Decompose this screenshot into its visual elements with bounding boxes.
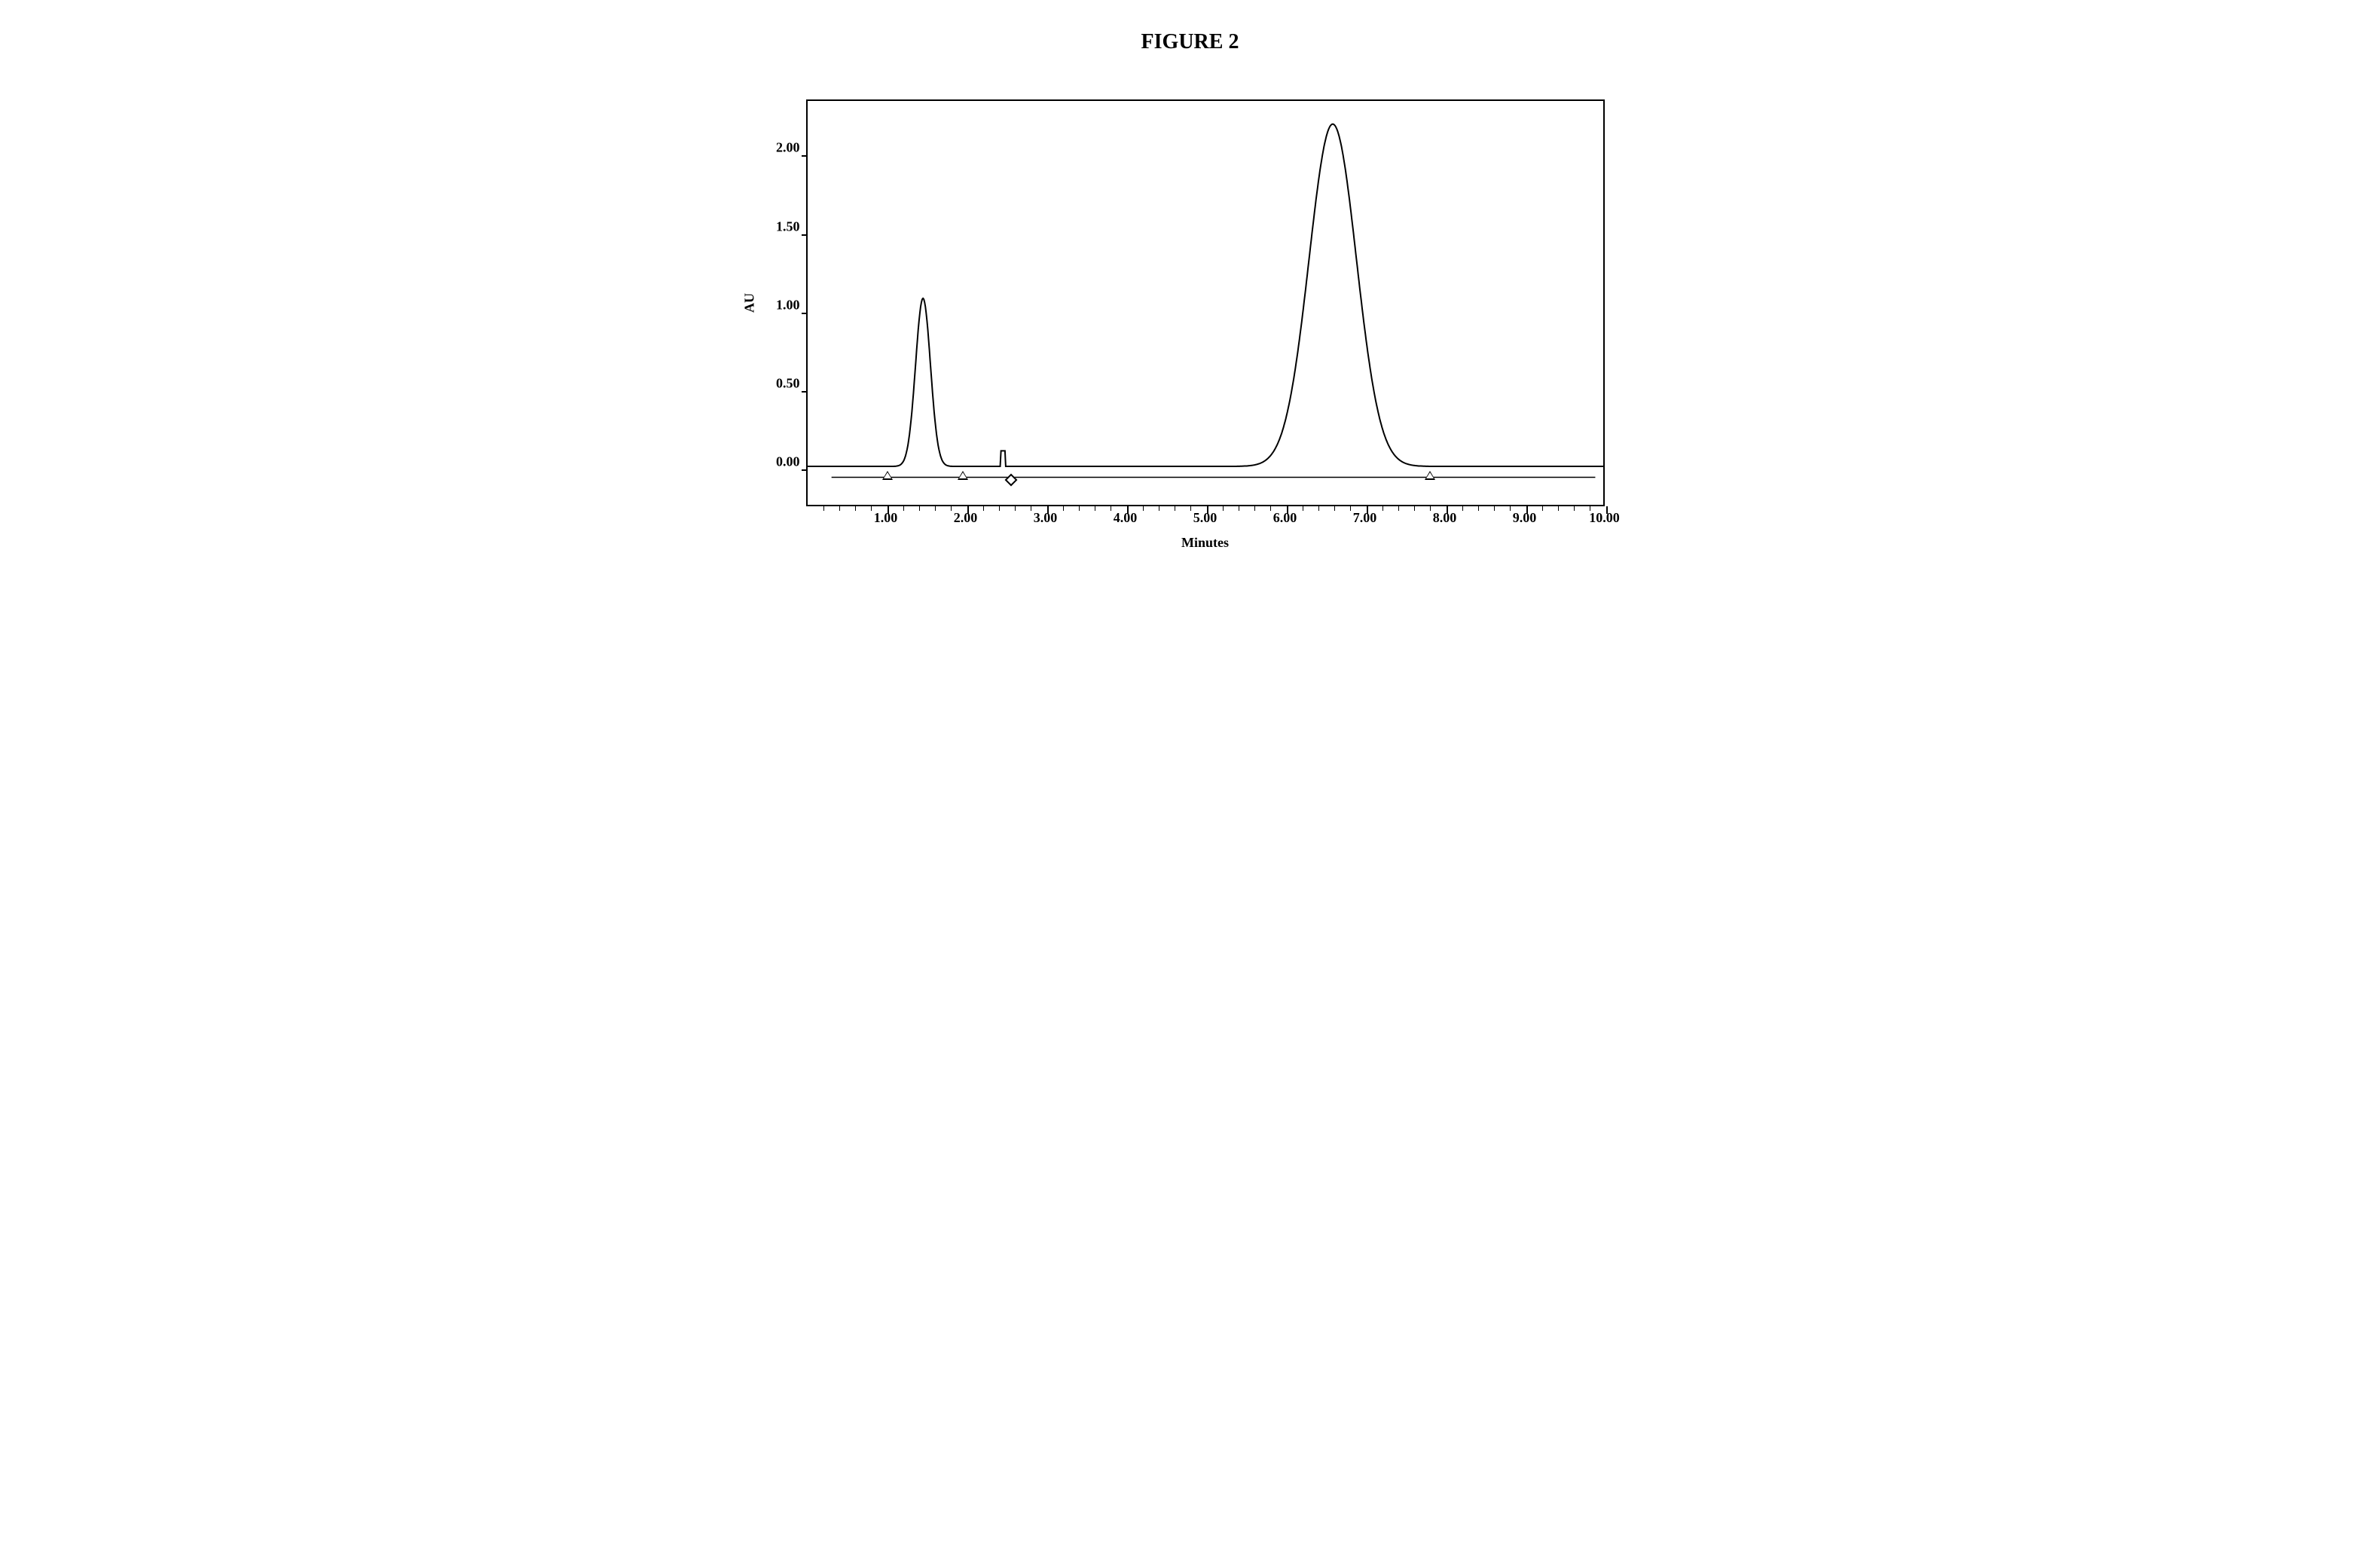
- triangle-marker: [1425, 471, 1435, 480]
- x-tick-label: 1.00: [874, 510, 898, 526]
- x-tick-label: 7.00: [1353, 510, 1377, 526]
- x-tick-label: 10.00: [1589, 510, 1620, 526]
- x-tick-label: 9.00: [1513, 510, 1537, 526]
- x-tick-label: 5.00: [1193, 510, 1217, 526]
- x-tick-label: 8.00: [1433, 510, 1457, 526]
- x-tick-label: 3.00: [1034, 510, 1058, 526]
- x-axis-ticks: 1.002.003.004.005.006.007.008.009.0010.0…: [806, 506, 1605, 529]
- triangle-marker: [882, 471, 893, 480]
- x-axis-label: Minutes: [806, 535, 1605, 551]
- chromatogram-line: [808, 108, 1603, 490]
- y-axis-ticks: 0.00 0.50 1.00 1.50 2.00: [761, 99, 806, 491]
- y-tick-label: 1.00: [776, 297, 800, 313]
- plot-area: [806, 99, 1605, 506]
- x-tick-label: 4.00: [1114, 510, 1138, 526]
- y-axis-label: AU: [738, 99, 761, 506]
- y-tick-label: 0.50: [776, 375, 800, 391]
- figure-title: FIGURE 2: [30, 30, 2350, 54]
- x-tick-label: 2.00: [954, 510, 978, 526]
- triangle-marker: [958, 471, 968, 480]
- y-tick-label: 2.00: [776, 140, 800, 156]
- chromatogram-chart: AU 0.00 0.50 1.00 1.50 2.00 1.00 2.00 3.00 4.00…: [738, 99, 1642, 551]
- x-tick-label: 6.00: [1273, 510, 1297, 526]
- y-tick-label: 0.00: [776, 454, 800, 469]
- x-tick-marks: [808, 497, 1603, 506]
- y-tick-label: 1.50: [776, 218, 800, 234]
